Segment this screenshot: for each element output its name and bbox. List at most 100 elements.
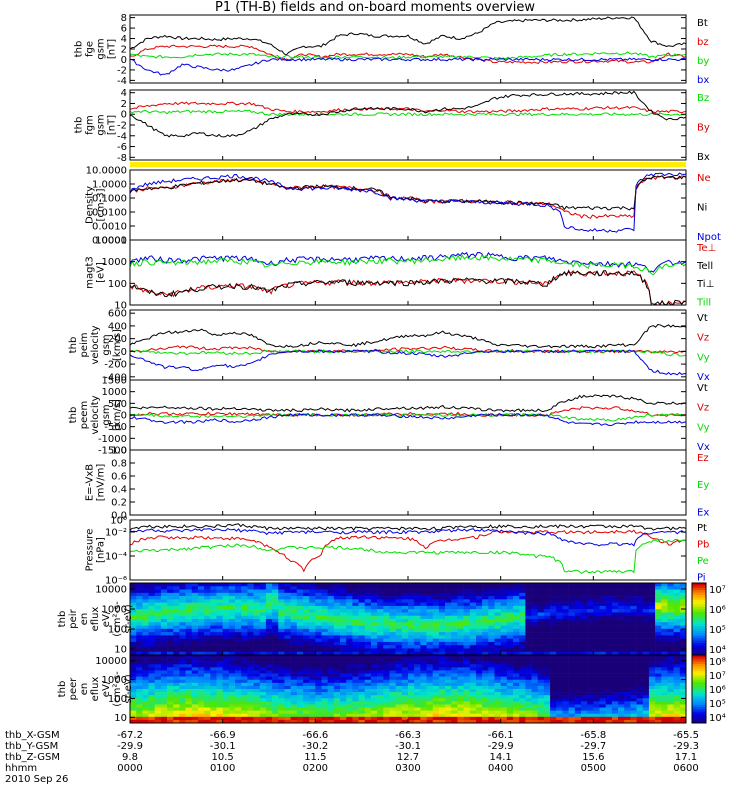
spectro-cell: [290, 609, 298, 613]
spectro-cell: [327, 661, 335, 665]
spectro-cell: [414, 704, 421, 708]
spectro-cell: [513, 698, 520, 702]
spectro-cell: [167, 628, 174, 633]
spectro-cell: [469, 673, 477, 677]
spectro-cell: [253, 596, 261, 600]
spectro-cell: [272, 667, 279, 671]
spectro-cell: [463, 641, 471, 646]
spectro-cell: [587, 628, 594, 633]
spectro-cell: [247, 638, 254, 643]
spectro-cell: [191, 602, 199, 607]
panel-8-frame: [129, 519, 687, 581]
spectro-cell: [247, 695, 254, 699]
legend-Npot: Npot: [697, 232, 721, 243]
spectro-cell: [661, 638, 668, 643]
spectro-cell: [636, 670, 644, 674]
spectro-cell: [482, 679, 489, 684]
spectro-cell: [482, 701, 489, 705]
spectro-cell: [624, 676, 631, 681]
spectro-cell: [574, 602, 582, 607]
spectro-cell: [469, 676, 477, 681]
spectro-cell: [247, 676, 254, 681]
spectro-cell: [556, 599, 563, 603]
spectro-cell: [611, 605, 619, 610]
spectro-cell: [593, 682, 600, 687]
spectro-cell: [482, 661, 489, 665]
spectro-cell: [395, 692, 403, 696]
spectro-cell: [605, 635, 613, 639]
spectro-cell: [587, 664, 594, 668]
spectro-cell: [568, 689, 576, 693]
spectro-cell: [611, 599, 619, 603]
spectro-cell: [296, 638, 304, 643]
spectro-cell: [593, 670, 600, 674]
spectro-cell: [160, 638, 168, 643]
spectro-cell: [340, 619, 347, 623]
spectro-cell: [587, 651, 594, 656]
series-Te⊥-line: [129, 270, 687, 306]
spectro-cell: [136, 661, 143, 665]
spectro-cell: [309, 628, 316, 633]
spectro-cell: [661, 692, 668, 696]
spectro-cell: [618, 645, 625, 649]
spectro-cell: [420, 596, 427, 600]
spectro-cell: [352, 710, 359, 715]
spectro-cell: [494, 689, 501, 693]
spectro-cell: [550, 716, 557, 721]
spectro-cell: [197, 710, 205, 715]
spectro-cell: [414, 692, 421, 696]
spectro-cell: [284, 622, 291, 626]
spectro-cell: [426, 698, 434, 702]
spectro-cell: [661, 583, 668, 587]
spectro-cell: [488, 609, 495, 613]
spectro-cell: [358, 635, 366, 639]
spectro-cell: [482, 583, 489, 587]
spectro-cell: [395, 658, 403, 662]
spectro-cell: [142, 619, 149, 623]
spectro-cell: [352, 641, 359, 646]
spectro-cell: [457, 586, 464, 590]
spectro-cell: [241, 605, 248, 610]
spectro-cell: [197, 612, 205, 617]
spectro-cell: [173, 615, 180, 620]
spectro-cell: [445, 625, 452, 630]
spectro-cell: [148, 619, 156, 623]
spectro-cell: [667, 605, 674, 610]
colorbar-band: [692, 595, 706, 598]
spectro-cell: [457, 622, 464, 626]
spectro-cell: [562, 635, 569, 639]
spectro-cell: [136, 648, 143, 653]
spectro-cell: [420, 670, 427, 674]
spectro-cell: [587, 619, 594, 623]
spectro-cell: [593, 615, 600, 620]
spectro-cell: [315, 707, 322, 711]
spectro-cell: [432, 689, 440, 693]
spectro-cell: [389, 676, 396, 681]
spectro-cell: [611, 695, 619, 699]
spectro-cell: [648, 679, 656, 684]
spectro-cell: [179, 670, 186, 674]
spectro-cell: [451, 719, 458, 724]
panel-8-ylabel: Pressure [nPa]: [85, 529, 107, 572]
spectro-cell: [259, 713, 267, 718]
spectro-cell: [519, 679, 526, 684]
spectro-cell: [599, 695, 606, 699]
spectro-cell: [469, 651, 477, 656]
spectro-cell: [636, 622, 644, 626]
spectro-cell: [599, 592, 606, 597]
spectro-cell: [173, 664, 180, 668]
spectro-cell: [543, 679, 551, 684]
spectro-cell: [383, 622, 390, 626]
spectro-cell: [173, 710, 180, 715]
spectro-cell: [667, 713, 674, 718]
spectro-cell: [265, 713, 273, 718]
spectro-cell: [525, 682, 532, 687]
spectro-cell: [210, 713, 217, 718]
spectro-cell: [241, 664, 248, 668]
spectro-cell: [296, 716, 304, 721]
spectro-cell: [587, 682, 594, 687]
legend-By: By: [697, 122, 710, 133]
spectro-cell: [445, 596, 452, 600]
spectro-cell: [426, 716, 434, 721]
spectro-cell: [309, 679, 316, 684]
